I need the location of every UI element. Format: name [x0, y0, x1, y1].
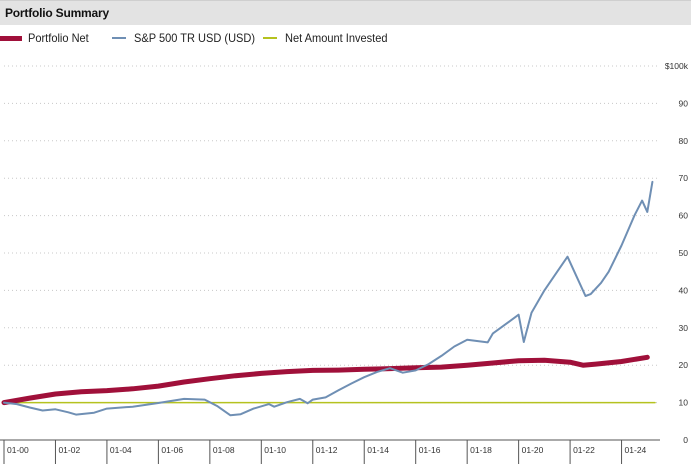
- x-tick-label-01-18: 01-18: [470, 445, 492, 455]
- x-tick-label-01-06: 01-06: [161, 445, 183, 455]
- legend-swatch-net-amount-invested: [263, 37, 277, 39]
- y-tick-label-20: 20: [679, 360, 689, 370]
- y-tick-label-0: 0: [683, 435, 688, 445]
- x-tick-label-01-10: 01-10: [264, 445, 286, 455]
- x-tick-label-01-00: 01-00: [7, 445, 29, 455]
- legend-swatch-sp500: [112, 37, 126, 39]
- x-tick-label-01-04: 01-04: [110, 445, 132, 455]
- legend-label-sp500: S&P 500 TR USD (USD): [134, 31, 256, 45]
- y-tick-label-70: 70: [679, 173, 689, 183]
- y-tick-label-60: 60: [679, 211, 689, 221]
- legend-label-net-amount-invested: Net Amount Invested: [285, 31, 388, 45]
- y-tick-label-90: 90: [679, 98, 689, 108]
- y-tick-label-50: 50: [679, 248, 689, 258]
- y-tick-label-100: $100k: [665, 61, 689, 71]
- x-tick-label-01-14: 01-14: [367, 445, 389, 455]
- x-tick-label-01-02: 01-02: [58, 445, 80, 455]
- legend-swatch-portfolio-net: [0, 36, 22, 41]
- x-tick-label-01-08: 01-08: [213, 445, 235, 455]
- y-tick-label-40: 40: [679, 285, 689, 295]
- x-tick-label-01-12: 01-12: [316, 445, 338, 455]
- series-line-sp500: [3, 180, 654, 417]
- panel-title: Portfolio Summary: [5, 6, 109, 20]
- panel-header: Portfolio Summary: [0, 0, 691, 25]
- y-tick-label-10: 10: [679, 398, 689, 408]
- x-tick-label-01-20: 01-20: [522, 445, 544, 455]
- y-tick-label-80: 80: [679, 136, 689, 146]
- x-tick-label-01-22: 01-22: [573, 445, 595, 455]
- legend-label-portfolio-net: Portfolio Net: [28, 31, 89, 45]
- x-tick-label-01-16: 01-16: [419, 445, 441, 455]
- series-line-portfolio-net: [1, 354, 650, 406]
- x-tick-label-01-24: 01-24: [625, 445, 647, 455]
- y-tick-label-30: 30: [679, 323, 689, 333]
